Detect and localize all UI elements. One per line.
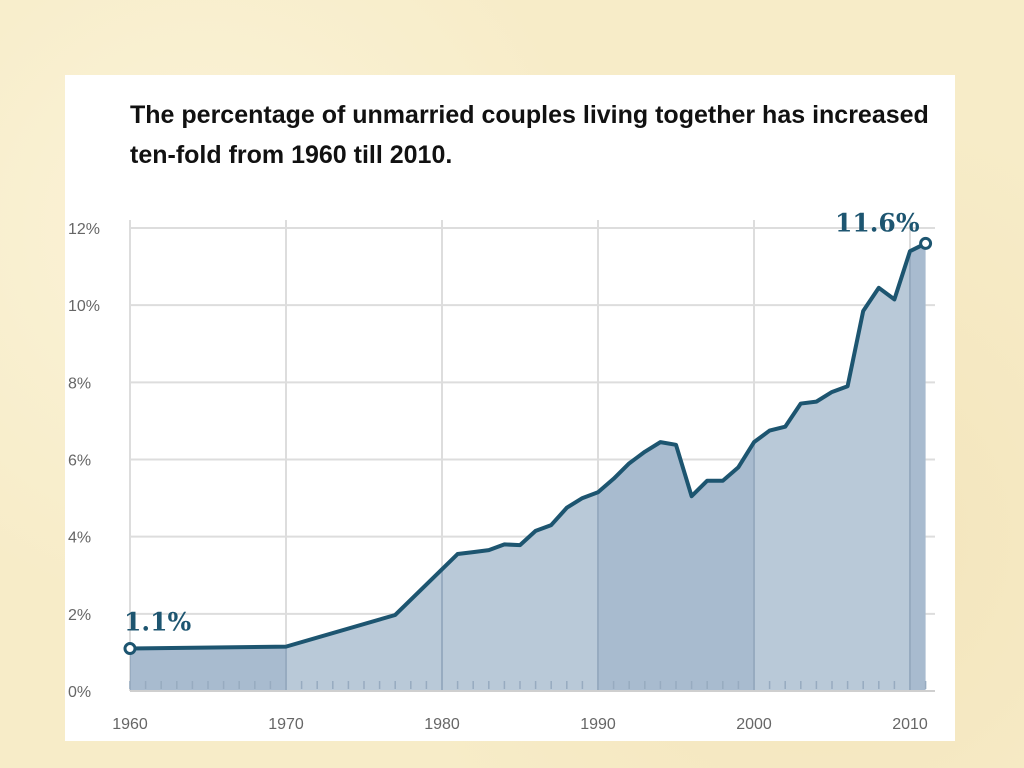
x-tick-label: 1980 [424,716,460,733]
area-fill [130,243,926,691]
y-tick-label: 4% [68,530,91,547]
series-line [129,241,927,651]
y-tick-label: 12% [68,221,100,238]
x-tick-label: 1960 [112,716,148,733]
chart-title: The percentage of unmarried couples livi… [130,101,929,169]
y-tick-label: 8% [68,375,91,392]
x-tick-label: 1990 [580,716,616,733]
y-tick-label: 2% [68,607,91,624]
y-tick-label: 6% [68,453,91,470]
data-label: 1.1% [124,608,191,637]
y-tick-label: 10% [68,298,100,315]
decade-band [910,243,926,691]
x-tick-label: 2000 [736,716,772,733]
endpoint-marker [919,236,933,250]
endpoint-marker [123,642,137,656]
x-tick-label: 2010 [892,716,928,733]
x-tick-label: 1970 [268,716,304,733]
data-label: 11.6% [835,208,920,237]
y-tick-label: 0% [68,684,91,701]
